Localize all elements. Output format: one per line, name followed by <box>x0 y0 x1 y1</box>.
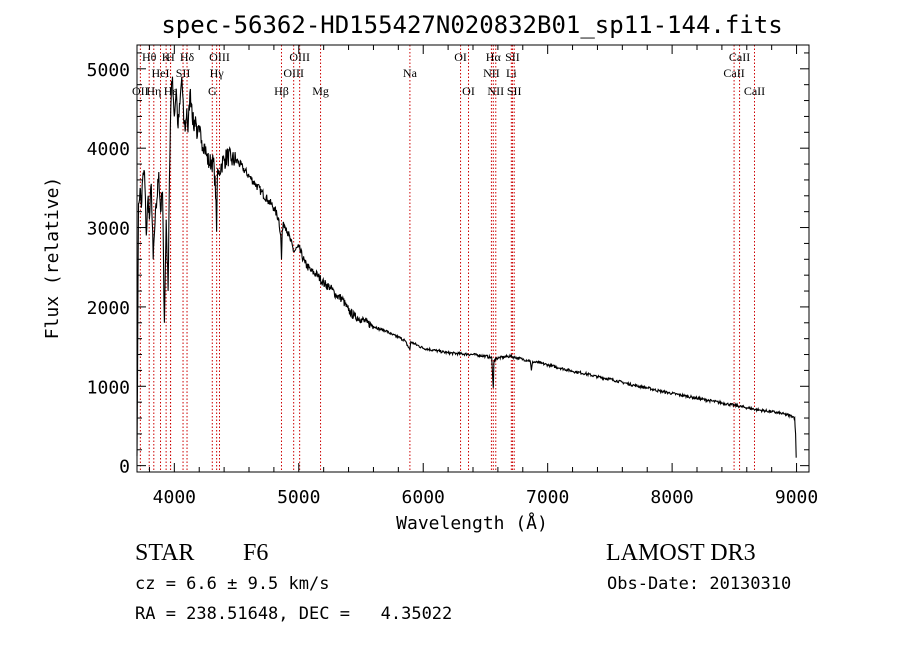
line-label: OIII <box>209 50 230 64</box>
line-label: OIII <box>289 50 310 64</box>
line-label: Hγ <box>210 66 225 80</box>
x-axis: 4000 5000 6000 7000 8000 9000 <box>148 45 818 508</box>
line-label: SII <box>507 84 522 98</box>
x-tick-label: 9000 <box>775 487 818 508</box>
line-label: K <box>162 50 171 64</box>
line-label: HeI <box>152 66 170 80</box>
y-axis: 0 1000 2000 3000 4000 5000 <box>87 52 809 478</box>
spectrum-series-flux <box>136 76 797 458</box>
line-label: Hβ <box>274 84 289 98</box>
line-label: SII <box>176 66 191 80</box>
line-label: H <box>166 50 175 64</box>
x-axis-label: Wavelength (Å) <box>396 512 548 534</box>
object-subclass: F6 <box>243 540 268 566</box>
y-axis-label: Flux (relative) <box>42 177 63 340</box>
object-class: STAR <box>135 540 194 566</box>
line-label: Hθ <box>142 50 157 64</box>
line-label: CaII <box>723 66 744 80</box>
observation-date: Obs-Date: 20130310 <box>607 574 791 594</box>
line-label: NII <box>487 84 504 98</box>
y-tick-label: 3000 <box>87 219 130 240</box>
line-label: OI <box>454 50 467 64</box>
line-label: Hα <box>486 50 502 64</box>
y-tick-label: 0 <box>119 457 130 478</box>
line-label: Hδ <box>180 50 195 64</box>
line-label: Hε <box>164 84 178 98</box>
line-label: NII <box>483 66 500 80</box>
line-label: OI <box>462 84 475 98</box>
x-tick-label: 8000 <box>650 487 693 508</box>
line-label: Na <box>403 66 418 80</box>
line-label: OIII <box>283 66 304 80</box>
line-label: Hη <box>146 84 161 98</box>
x-tick-label: 4000 <box>153 487 196 508</box>
line-label: G <box>208 84 217 98</box>
y-tick-label: 1000 <box>87 377 130 398</box>
survey-name: LAMOST DR3 <box>606 540 756 566</box>
redshift-cz: cz = 6.6 ± 9.5 km/s <box>135 574 329 594</box>
x-tick-label: 7000 <box>526 487 569 508</box>
y-tick-label: 4000 <box>87 139 130 160</box>
y-tick-label: 2000 <box>87 298 130 319</box>
x-tick-label: 6000 <box>402 487 445 508</box>
line-label: OII <box>132 84 149 98</box>
line-label: SII <box>505 50 520 64</box>
y-tick-label: 5000 <box>87 60 130 81</box>
coordinates: RA = 238.51648, DEC = 4.35022 <box>135 604 452 624</box>
line-label: Mg <box>312 84 329 98</box>
chart-title: spec-56362-HD155427N020832B01_sp11-144.f… <box>161 11 782 39</box>
line-label: CaII <box>744 84 765 98</box>
line-label: Li <box>506 66 517 80</box>
line-label: CaII <box>729 50 750 64</box>
spectral-line-markers <box>139 45 755 472</box>
x-tick-label: 5000 <box>277 487 320 508</box>
